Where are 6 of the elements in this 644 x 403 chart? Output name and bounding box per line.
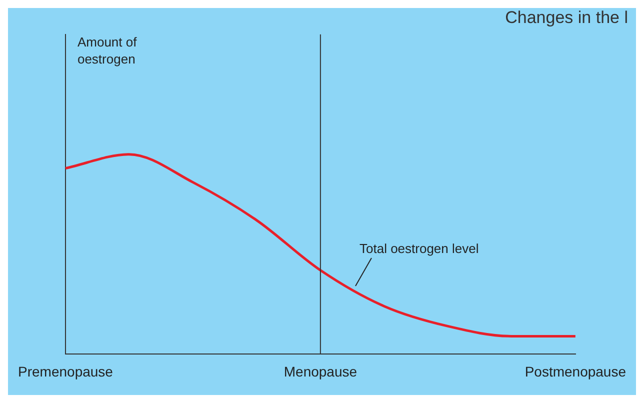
chart-title: Changes in the l [505,8,628,27]
x-tick-label: Premenopause [18,363,114,380]
x-tick-label: Postmenopause [524,363,626,380]
x-tick-label: Menopause [284,363,358,380]
text: Amount of oestrogen [77,34,138,66]
text: Total oestrogen level [360,241,479,256]
